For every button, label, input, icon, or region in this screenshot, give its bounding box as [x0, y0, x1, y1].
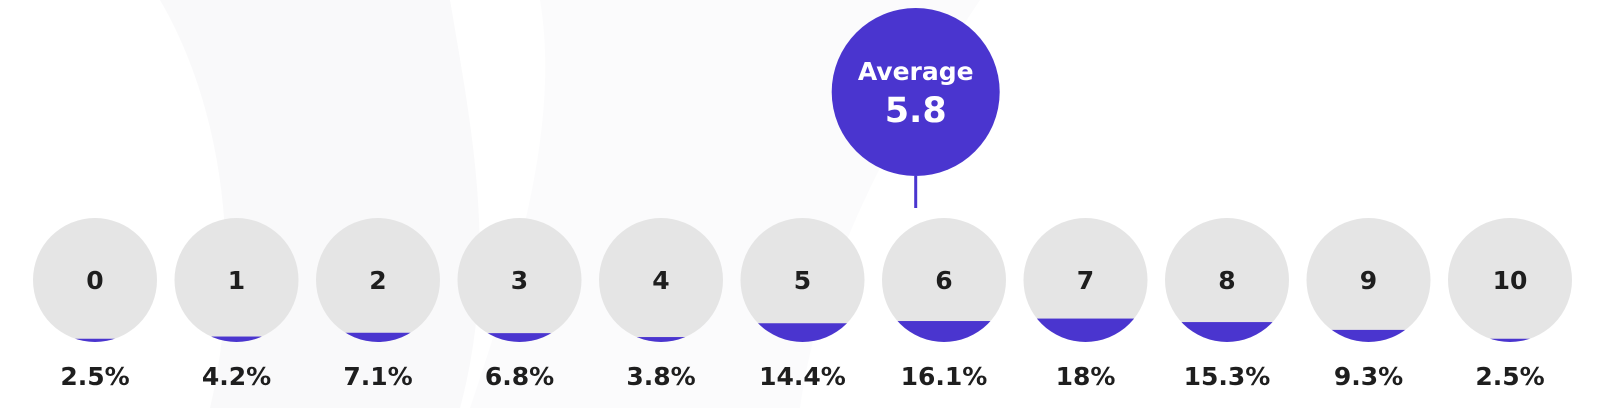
score-label: 1	[228, 266, 245, 295]
percentage-label: 18%	[1056, 362, 1116, 391]
score-label: 3	[511, 266, 528, 295]
average-value: 5.8	[885, 91, 947, 131]
bubble-fill	[1023, 318, 1148, 342]
score-bubble-4: 4	[599, 218, 723, 342]
bubble-circle	[316, 218, 440, 342]
score-bubble-2: 2	[316, 218, 440, 342]
percentage-label: 14.4%	[759, 362, 846, 391]
bubble-circle	[599, 218, 723, 342]
score-bubble-3: 3	[457, 218, 582, 342]
score-bubble-1: 1	[174, 218, 299, 342]
score-bubble-7: 7	[1023, 218, 1148, 342]
score-bubble-9: 9	[1306, 218, 1431, 342]
percentage-label: 2.5%	[60, 362, 129, 391]
bubble-circle	[882, 218, 1006, 342]
bubble-circle	[1165, 218, 1289, 342]
percentage-label: 9.3%	[1334, 362, 1403, 391]
percentage-label: 7.1%	[343, 362, 412, 391]
bubble-fill	[457, 333, 582, 342]
score-label: 5	[794, 266, 811, 295]
score-label: 7	[1077, 266, 1094, 295]
score-label: 6	[935, 266, 952, 295]
percentage-label: 2.5%	[1475, 362, 1544, 391]
bubble-circle	[174, 218, 299, 342]
score-bubble-5: 5	[740, 218, 865, 342]
bubble-fill	[33, 338, 157, 342]
percentage-labels: 2.5% 4.2% 7.1% 6.8% 3.8% 14.4% 16.1% 18% 15.3% 9.…	[60, 362, 1544, 391]
bubble-fill	[599, 337, 723, 342]
average-title: Average	[858, 57, 974, 86]
score-bubble-0: 0	[33, 218, 157, 342]
score-bubbles: 0 1 2 3 4 5 6 7 8 9 10	[33, 218, 1572, 342]
average-circle	[831, 8, 1000, 176]
bubble-circle	[33, 218, 157, 342]
bubble-fill	[882, 321, 1006, 342]
percentage-label: 15.3%	[1184, 362, 1271, 391]
score-label: 2	[369, 266, 386, 295]
percentage-label: 6.8%	[485, 362, 554, 391]
bubble-fill	[1306, 329, 1431, 342]
bubble-fill	[1448, 338, 1572, 342]
score-label: 8	[1218, 266, 1235, 295]
score-label: 0	[86, 266, 103, 295]
bubble-circle	[1023, 218, 1148, 342]
percentage-label: 4.2%	[202, 362, 271, 391]
bubble-fill	[740, 323, 865, 342]
score-label: 10	[1493, 266, 1528, 295]
bubble-circle	[1306, 218, 1431, 342]
bubble-circle	[1448, 218, 1572, 342]
score-label: 9	[1360, 266, 1377, 295]
bubble-fill	[316, 332, 440, 342]
bubble-fill	[174, 336, 299, 342]
bubble-fill	[1165, 322, 1289, 342]
score-bubble-6: 6	[882, 218, 1006, 342]
bubble-circle	[740, 218, 865, 342]
score-label: 4	[652, 266, 669, 295]
percentage-label: 16.1%	[901, 362, 988, 391]
score-bubble-10: 10	[1448, 218, 1572, 342]
average-badge: Average 5.8	[831, 8, 1000, 176]
score-bubble-8: 8	[1165, 218, 1289, 342]
percentage-label: 3.8%	[626, 362, 695, 391]
bubble-circle	[457, 218, 582, 342]
